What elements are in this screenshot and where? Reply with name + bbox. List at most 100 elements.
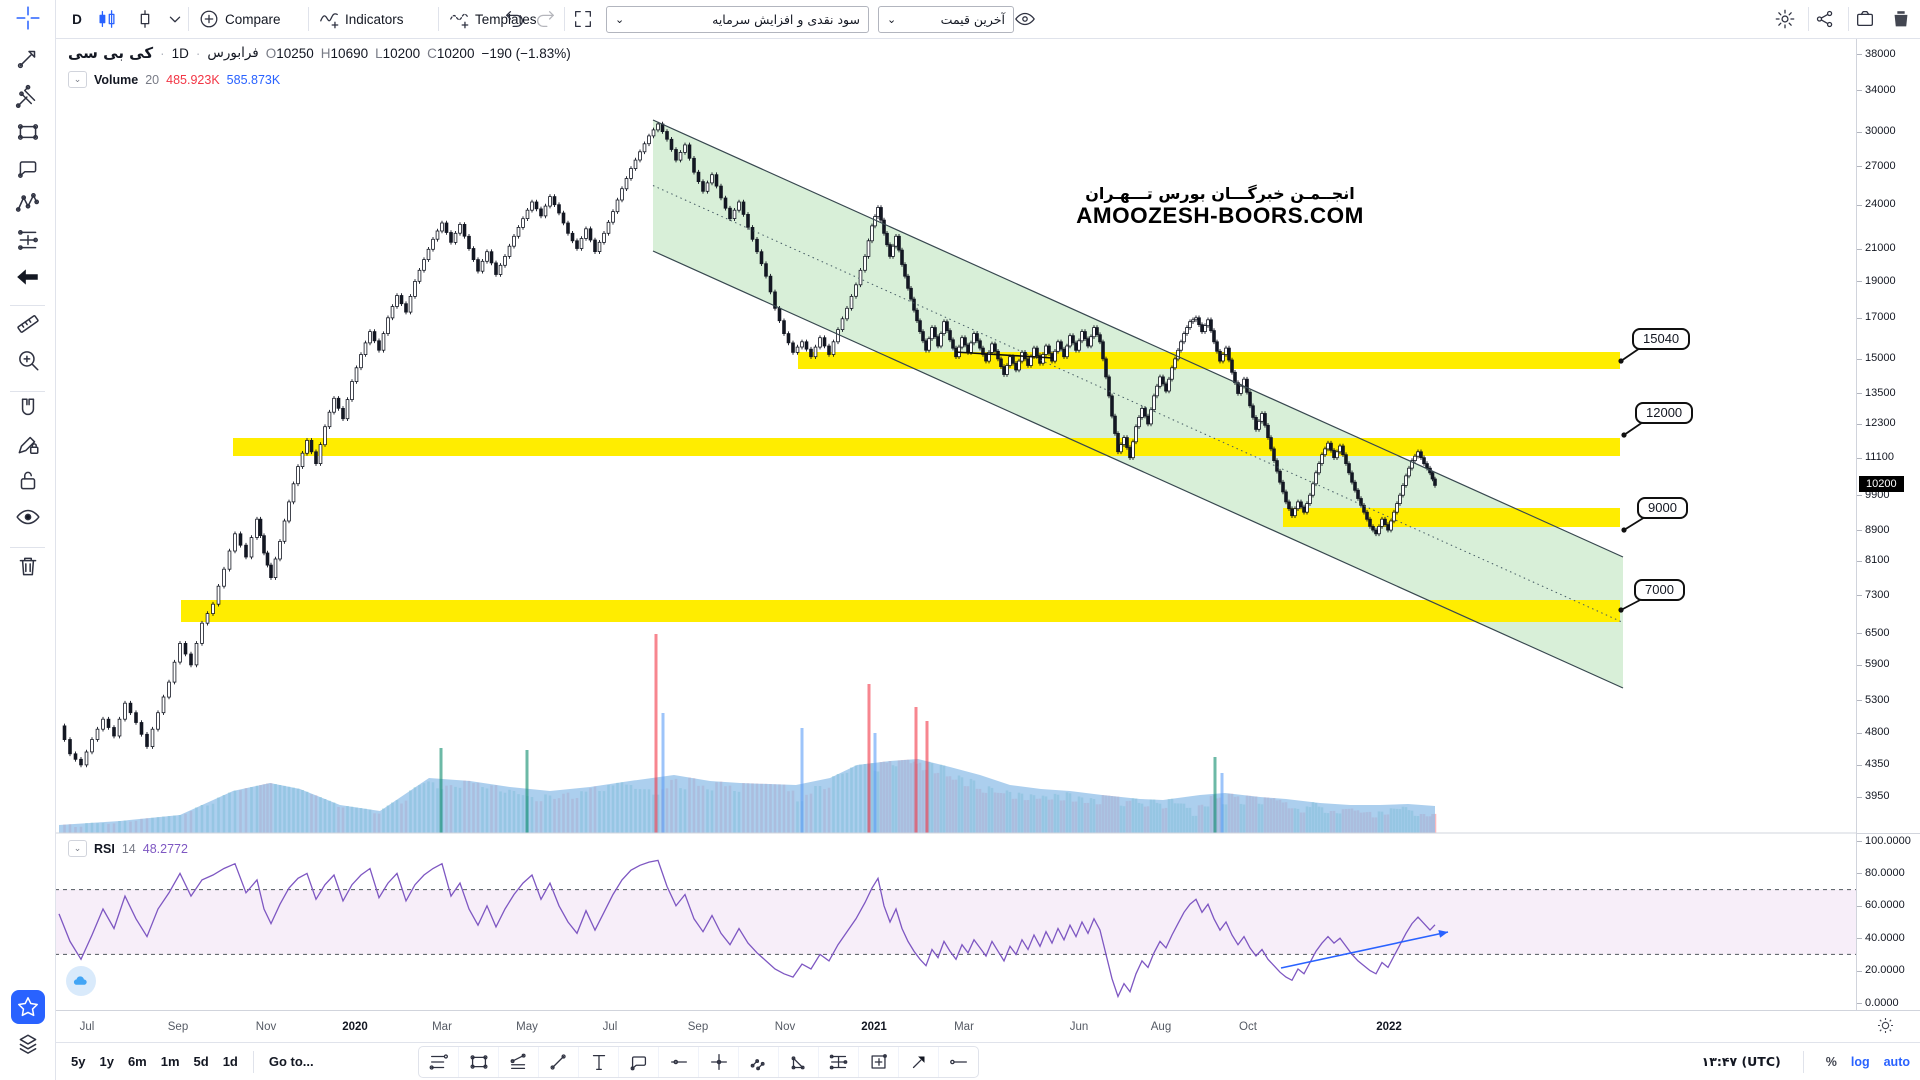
fav-tool-arrow-marker[interactable]	[898, 1047, 938, 1077]
compare-button[interactable]: Compare	[198, 0, 281, 38]
range-5y[interactable]: 5y	[71, 1054, 86, 1069]
price-tick-5900: 5900	[1865, 658, 1890, 671]
range-5d[interactable]: 5d	[193, 1054, 209, 1069]
fullscreen-button[interactable]	[572, 0, 594, 38]
price-tick-27000: 27000	[1865, 159, 1896, 172]
tool-arrow-left-marker[interactable]	[11, 260, 45, 294]
range-1y[interactable]: 1y	[99, 1054, 114, 1069]
templates-button[interactable]: Templates	[448, 0, 537, 38]
goto-button[interactable]: Go to...	[268, 1054, 314, 1069]
price-tick-13500: 13500	[1865, 386, 1896, 399]
time-tick-Sep: Sep	[167, 1021, 189, 1033]
symbol-legend[interactable]: کی بی سی · 1D · فرابورس O10250 H10690 L1…	[68, 44, 571, 62]
clock-utc[interactable]: ۱۳:۴۷ (UTC)	[1701, 1054, 1781, 1069]
price-tick-38000: 38000	[1865, 47, 1896, 60]
tool-magnet[interactable]	[11, 392, 45, 426]
price-tick-15000: 15000	[1865, 352, 1896, 365]
undo-button[interactable]	[504, 0, 526, 38]
range-1m[interactable]: 1m	[160, 1054, 180, 1069]
exchange-name: فرابورس	[207, 45, 259, 61]
tool-xabcd-pattern[interactable]	[11, 186, 45, 220]
range-6m[interactable]: 6m	[127, 1054, 147, 1069]
hollow-candles-icon[interactable]	[134, 0, 156, 38]
fav-tool-callout-tool[interactable]	[618, 1047, 658, 1077]
fav-tool-cross-line[interactable]	[698, 1047, 738, 1077]
fav-tool-horizontal-line[interactable]	[938, 1047, 978, 1077]
symbol-name[interactable]: کی بی سی	[68, 44, 154, 62]
tool-pitchfork[interactable]	[11, 80, 45, 114]
delete-trash-icon[interactable]	[1890, 0, 1912, 38]
theme-sun-icon[interactable]	[1876, 1016, 1895, 1035]
favorite-drawing-tools	[418, 1046, 979, 1078]
tool-trend-arrow[interactable]	[11, 41, 45, 75]
fav-tool-horizontal-ray[interactable]	[658, 1047, 698, 1077]
timeframe-button[interactable]: D	[72, 11, 82, 27]
volume-collapse-icon[interactable]: ⌄	[68, 71, 87, 88]
tool-ruler[interactable]	[11, 307, 45, 341]
price-callout-12000[interactable]: 12000	[1635, 402, 1694, 424]
fullscreen-icon	[572, 8, 594, 30]
change-value: −190 (−1.83%)	[481, 45, 571, 61]
tool-hide-all[interactable]	[11, 500, 45, 534]
price-callout-15040[interactable]: 15040	[1632, 328, 1691, 350]
undo-icon	[504, 8, 526, 30]
auto-scale-button[interactable]: auto	[1883, 1054, 1910, 1069]
drawing-toolbar	[0, 0, 56, 1080]
tool-crosshair[interactable]	[11, 1, 45, 35]
redo-button[interactable]	[534, 0, 556, 38]
fav-tool-triangle[interactable]	[778, 1047, 818, 1077]
indicators-button[interactable]: Indicators	[318, 0, 404, 38]
fav-tool-parallel-lines[interactable]	[738, 1047, 778, 1077]
tool-draw-lock[interactable]	[11, 427, 45, 461]
fav-tool-trendline[interactable]	[538, 1047, 578, 1077]
rsi-legend[interactable]: ⌄ RSI 14 48.2772	[68, 840, 188, 857]
price-tick-19000: 19000	[1865, 274, 1896, 287]
time-tick-Mar: Mar	[432, 1021, 452, 1033]
tool-callout-tool[interactable]	[11, 151, 45, 185]
time-tick-Sep: Sep	[687, 1021, 709, 1033]
time-tick-Mar: Mar	[954, 1021, 974, 1033]
fav-tool-text-tool[interactable]	[578, 1047, 618, 1077]
candle-hollow-icon	[134, 8, 156, 30]
fav-tool-rect-points[interactable]	[458, 1047, 498, 1077]
open-value: 10250	[276, 45, 314, 61]
rsi-collapse-icon[interactable]: ⌄	[68, 840, 87, 857]
tool-zoom-in[interactable]	[11, 343, 45, 377]
price-mode-dropdown[interactable]: آخرین قیمت ⌄	[878, 6, 1014, 33]
tool-forecast[interactable]	[11, 223, 45, 257]
time-axis[interactable]: Jul Sep Nov 2020 Mar May Jul Sep Nov 2021 Mar Jun Au…	[56, 1010, 1920, 1044]
fav-tool-disjoint-channel[interactable]	[498, 1047, 538, 1077]
eye-icon[interactable]	[1014, 0, 1036, 38]
last-price-badge: 10200	[1859, 476, 1904, 493]
range-1d[interactable]: 1d	[222, 1054, 238, 1069]
price-tick-12300: 12300	[1865, 417, 1896, 430]
chart-style-caret-icon[interactable]	[164, 0, 186, 38]
candles-style-icon[interactable]	[96, 0, 118, 38]
price-tick-24000: 24000	[1865, 198, 1896, 211]
adjustment-dropdown[interactable]: سود نقدی و افزایش سرمایه ⌄	[606, 6, 869, 33]
fav-tool-multi-hline[interactable]	[419, 1047, 458, 1077]
low-value: 10200	[382, 45, 421, 61]
time-tick-Nov: Nov	[774, 1021, 796, 1033]
price-callout-7000[interactable]: 7000	[1634, 579, 1685, 601]
percent-scale-button[interactable]: %	[1825, 1054, 1837, 1069]
snapshot-icon	[1854, 8, 1876, 30]
volume-legend[interactable]: ⌄ Volume 20 485.923K 585.873K	[68, 71, 280, 88]
share-icon[interactable]	[1814, 0, 1836, 38]
fav-tool-fib-lines[interactable]	[818, 1047, 858, 1077]
object-tree-button[interactable]	[11, 1028, 45, 1062]
favorites-star-button[interactable]	[11, 990, 45, 1024]
log-scale-button[interactable]: log	[1850, 1054, 1870, 1069]
snapshot-icon[interactable]	[1854, 0, 1876, 38]
settings-gear-icon[interactable]	[1774, 0, 1796, 38]
rsi-tick-0.0000: 0.0000	[1865, 996, 1899, 1009]
logo-icon[interactable]	[66, 966, 96, 996]
price-callout-9000[interactable]: 9000	[1637, 497, 1688, 519]
tool-rect-shape[interactable]	[11, 115, 45, 149]
fav-tool-projection-box[interactable]	[858, 1047, 898, 1077]
price-axis[interactable]: 38000 34000 30000 27000 24000 21000 19000 17000…	[1856, 38, 1920, 1010]
tool-lock[interactable]	[11, 463, 45, 497]
tool-remove-all[interactable]	[11, 549, 45, 583]
